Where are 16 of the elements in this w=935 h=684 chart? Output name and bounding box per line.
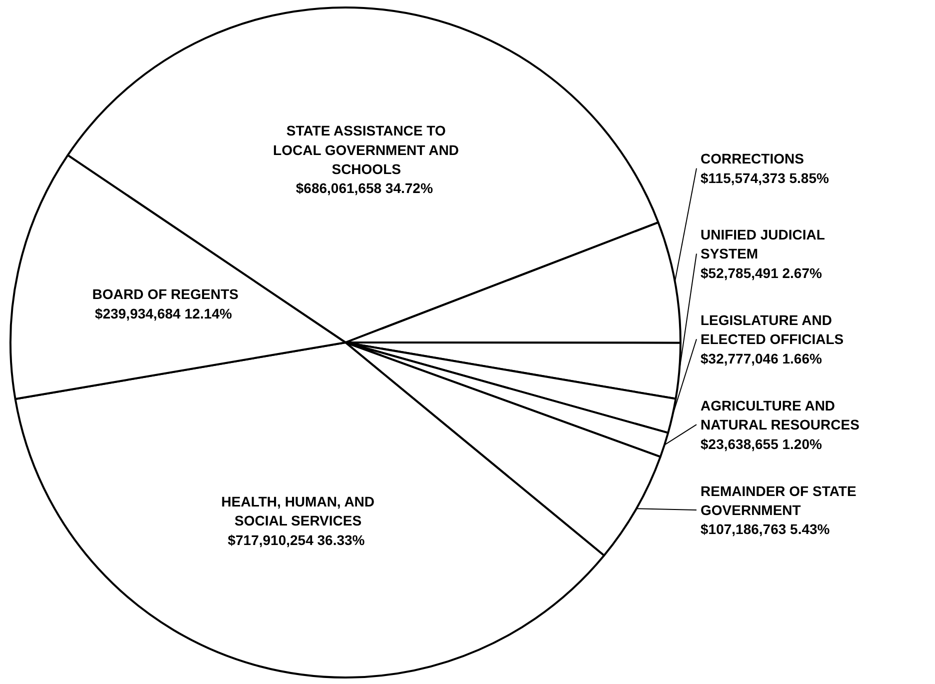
data-label: $115,574,373 5.85% [700,170,830,186]
data-label: $239,934,684 12.14% [94,305,232,322]
slice-label: AGRICULTURE AND NATURAL RESOURCES [700,397,860,433]
slice-label: HEALTH, HUMAN, AND SOCIAL SERVICES [221,493,375,529]
data-label: $717,910,254 36.33% [228,532,366,548]
data-label: $686,061,658 34.72% [296,180,434,196]
data-label: $107,186,763 5.43% [700,521,830,538]
data-label: $23,638,655 1.20% [700,436,822,452]
slice-label: STATE ASSISTANCE TO LOCAL GOVERNMENT AND SCHOOLS [273,122,459,178]
data-label: $32,777,046 1.66% [700,350,822,366]
slice-label: CORRECTIONS [700,150,804,167]
slice-label: LEGISLATURE AND ELECTED OFFICIALS [700,312,844,348]
slice-label: BOARD OF REGENTS [92,286,238,302]
slice-label: UNIFIED JUDICIAL SYSTEM [700,226,826,262]
slice-label: REMAINDER OF STATE GOVERNMENT [700,482,856,518]
data-label: $52,785,491 2.67% [700,264,822,281]
